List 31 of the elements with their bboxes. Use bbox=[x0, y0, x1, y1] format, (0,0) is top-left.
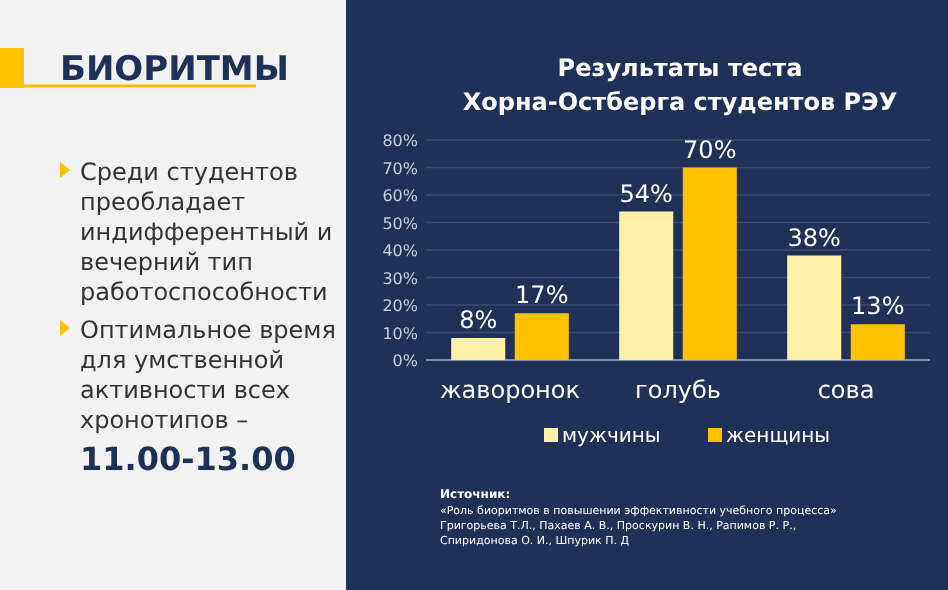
text: 11.00-13.00 bbox=[80, 440, 296, 478]
text: 13% bbox=[851, 292, 905, 321]
y-tick-label: 0% bbox=[392, 352, 419, 370]
text: 70% bbox=[683, 135, 737, 164]
bar bbox=[787, 255, 842, 360]
y-tick-label: 70% bbox=[382, 159, 419, 178]
text: 8% bbox=[459, 306, 498, 334]
text: 17% bbox=[515, 281, 569, 310]
bar bbox=[619, 211, 674, 360]
text: 54% bbox=[619, 179, 673, 208]
legend-label: женщины bbox=[726, 426, 831, 448]
bar bbox=[682, 167, 737, 360]
text: БИОРИТМЫ bbox=[60, 50, 289, 90]
legend-label: мужчины bbox=[562, 426, 661, 448]
y-tick-label: 60% bbox=[382, 187, 419, 205]
bar bbox=[451, 338, 506, 360]
text: Оптимальное время для умственной активности всех хронотипов – bbox=[80, 316, 336, 434]
x-tick-label: сова bbox=[817, 376, 875, 404]
bar bbox=[850, 324, 905, 360]
y-tick-label: 50% bbox=[382, 214, 419, 233]
x-tick-label: жаворонок bbox=[440, 376, 580, 404]
chart-title: Результаты теста Хорна-Остберга студентов РЭУ bbox=[462, 54, 898, 116]
x-tick-label: голубь bbox=[635, 376, 721, 404]
text: Среди студентов преобладает индифферентный и вечерний тип работоспособности bbox=[80, 158, 333, 306]
bar bbox=[514, 313, 569, 360]
y-tick-label: 40% bbox=[382, 242, 419, 260]
text: 38% bbox=[787, 223, 841, 252]
y-tick-label: 30% bbox=[382, 269, 419, 288]
y-tick-label: 10% bbox=[382, 324, 419, 343]
y-tick-label: 80% bbox=[382, 132, 419, 150]
y-tick-label: 20% bbox=[382, 297, 419, 315]
